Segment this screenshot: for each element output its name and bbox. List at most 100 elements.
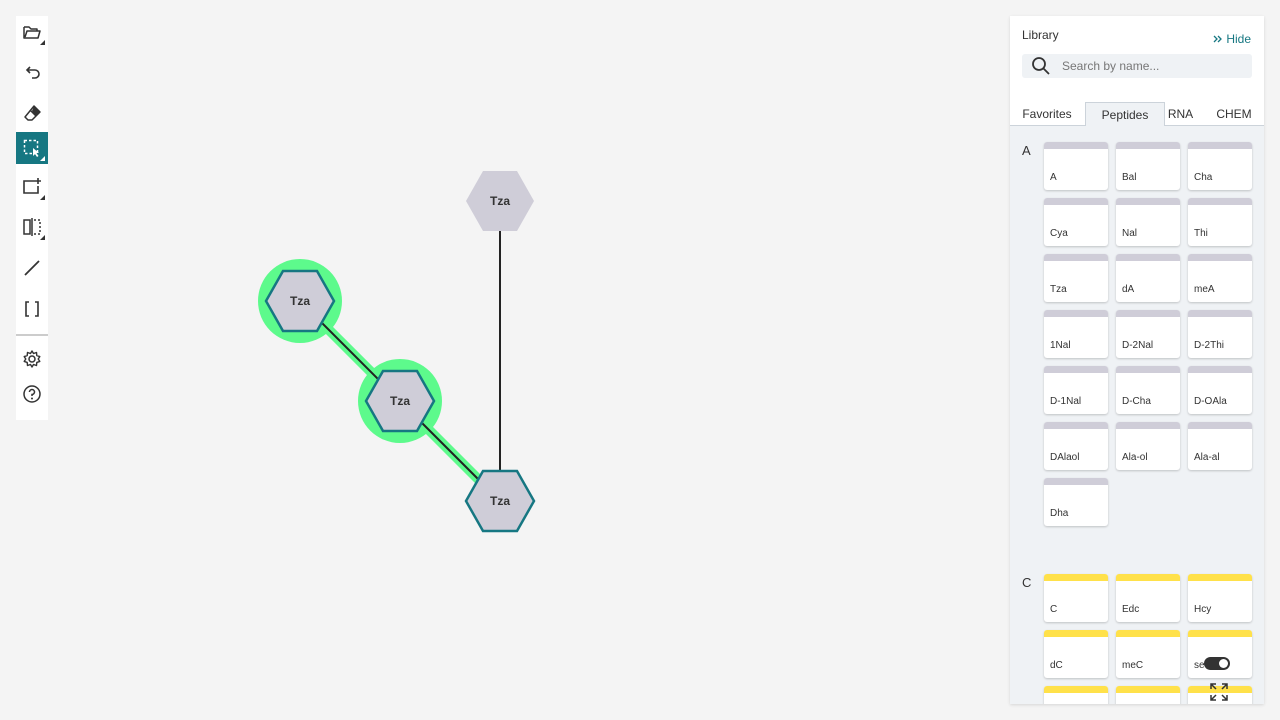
monomer-card-label: D-OAla [1194, 396, 1227, 407]
monomer-card[interactable]: A [1044, 142, 1108, 190]
monomer-card-band [1044, 254, 1108, 261]
monomer-card[interactable] [1188, 686, 1252, 704]
tab-favorites[interactable]: Favorites [1022, 107, 1072, 121]
tab-peptides[interactable]: Peptides [1085, 102, 1165, 127]
monomer-card[interactable]: Ala-al [1188, 422, 1252, 470]
monomer-card-band [1116, 574, 1180, 581]
monomer-card-label: dA [1122, 284, 1135, 295]
monomer-card-band [1116, 142, 1180, 149]
monomer-card-band [1044, 630, 1108, 637]
monomer-card-band [1116, 366, 1180, 373]
library-tabs: Favorites Peptides RNA CHEM [1010, 102, 1264, 127]
monomer-card[interactable]: 1Nal [1044, 310, 1108, 358]
hide-label: Hide [1226, 32, 1251, 46]
monomer-card-label: se [1194, 660, 1205, 671]
open-file-button[interactable] [16, 16, 48, 48]
monomer-card-band [1188, 574, 1252, 581]
monomer-label: Tza [390, 394, 410, 408]
editor-canvas[interactable]: Tza Tza Tza Tza [0, 0, 1000, 720]
monomer-card-band [1188, 254, 1252, 261]
monomer-card[interactable]: D-Cha [1116, 366, 1180, 414]
search-icon [1032, 57, 1050, 75]
eraser-icon [24, 105, 41, 121]
monomer-card-label: meC [1122, 660, 1144, 671]
monomer-card[interactable] [1116, 686, 1180, 704]
monomer-card[interactable]: Dha [1044, 478, 1108, 526]
monomer-card[interactable]: dA [1116, 254, 1180, 302]
library-search [1022, 54, 1252, 78]
monomer-card-label: A [1050, 172, 1057, 183]
monomer-card[interactable]: meA [1188, 254, 1252, 302]
monomer-card-band [1116, 310, 1180, 317]
monomer-card-label: Dha [1050, 508, 1069, 519]
monomer-card-label: D-2Nal [1122, 340, 1154, 351]
monomer-card[interactable]: Edc [1116, 574, 1180, 622]
monomer-card-band [1116, 422, 1180, 429]
monomer-card[interactable]: Hcy [1188, 574, 1252, 622]
monomer-card[interactable]: se [1188, 630, 1252, 678]
bond-icon [24, 260, 40, 276]
monomer-card-band [1188, 686, 1252, 693]
help-icon [23, 385, 41, 403]
brackets-icon [25, 301, 39, 317]
group-letter: A [1022, 143, 1031, 158]
monomer-card[interactable]: D-2Nal [1116, 310, 1180, 358]
settings-button[interactable] [16, 343, 48, 375]
monomer-node[interactable]: Tza [464, 469, 536, 533]
monomer-card[interactable]: Ala-ol [1116, 422, 1180, 470]
monomer-card[interactable]: Cha [1188, 142, 1252, 190]
toggle-switch[interactable] [1204, 657, 1230, 670]
monomer-card-band [1044, 310, 1108, 317]
monomer-card[interactable]: Cya [1044, 198, 1108, 246]
add-monomer-button[interactable] [16, 171, 48, 203]
monomer-card-label: meA [1194, 284, 1215, 295]
eraser-button[interactable] [16, 97, 48, 129]
monomer-list[interactable]: A A Bal Cha Cya Nal Thi Tza dA meA 1Nal D-2Nal D-2T… [1010, 126, 1264, 704]
monomer-label: Tza [290, 294, 310, 308]
expand-icon[interactable] [1209, 682, 1229, 702]
monomer-node[interactable]: Tza [364, 369, 436, 433]
monomer-card-band [1188, 630, 1252, 637]
monomer-card-label: Cya [1050, 228, 1068, 239]
monomer-card-label: dC [1050, 660, 1063, 671]
monomer-card[interactable] [1044, 686, 1108, 704]
mirror-button[interactable] [16, 211, 48, 243]
hide-library-button[interactable]: Hide [1213, 32, 1251, 46]
monomer-card-label: C [1050, 604, 1058, 615]
bond-button[interactable] [16, 252, 48, 284]
monomer-card-band [1116, 254, 1180, 261]
monomer-node[interactable]: Tza [466, 171, 534, 231]
monomer-card-label: Ala-al [1194, 452, 1220, 463]
toolbar-divider [16, 334, 48, 336]
undo-button[interactable] [16, 56, 48, 88]
monomer-node[interactable]: Tza [264, 269, 336, 333]
monomer-card[interactable]: D-OAla [1188, 366, 1252, 414]
settings-icon [23, 350, 41, 368]
monomer-card[interactable]: C [1044, 574, 1108, 622]
select-rectangle-button[interactable] [16, 132, 48, 164]
tab-rna[interactable]: RNA [1167, 107, 1194, 121]
monomer-card[interactable]: Nal [1116, 198, 1180, 246]
monomer-card[interactable]: dC [1044, 630, 1108, 678]
search-input[interactable] [1062, 59, 1242, 73]
help-button[interactable] [16, 378, 48, 410]
monomer-card[interactable]: DAlaol [1044, 422, 1108, 470]
monomer-graph[interactable]: Tza Tza Tza Tza [0, 0, 1000, 720]
monomer-card-label: 1Nal [1050, 340, 1071, 351]
monomer-card-band [1188, 310, 1252, 317]
monomer-card[interactable]: Bal [1116, 142, 1180, 190]
monomer-card-label: Thi [1194, 228, 1208, 239]
monomer-card[interactable]: Tza [1044, 254, 1108, 302]
monomer-card[interactable]: D-2Thi [1188, 310, 1252, 358]
monomer-card[interactable]: meC [1116, 630, 1180, 678]
tab-chem[interactable]: CHEM [1216, 107, 1252, 121]
monomer-card-label: Bal [1122, 172, 1137, 183]
monomer-card-label: Cha [1194, 172, 1213, 183]
monomer-card[interactable]: D-1Nal [1044, 366, 1108, 414]
monomer-card-band [1044, 574, 1108, 581]
monomer-card-band [1044, 478, 1108, 485]
library-title: Library [1022, 28, 1059, 42]
monomer-card[interactable]: Thi [1188, 198, 1252, 246]
add-monomer-icon [23, 178, 41, 194]
brackets-button[interactable] [16, 293, 48, 325]
